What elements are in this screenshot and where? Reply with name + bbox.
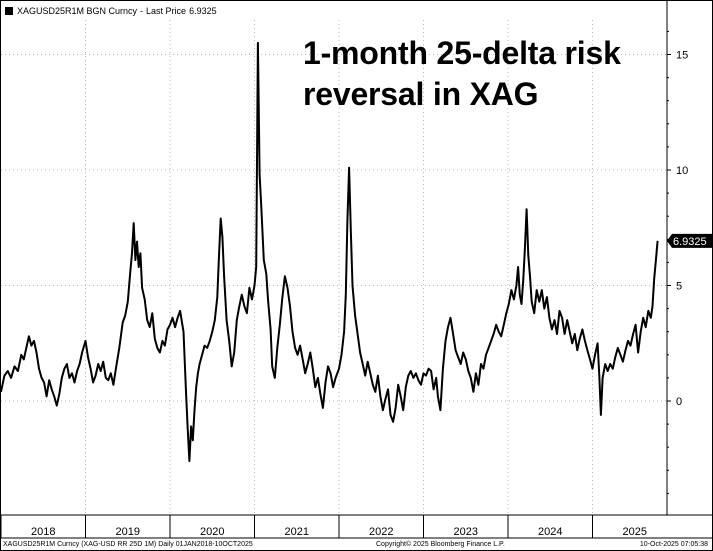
x-tick-label: 2021 (285, 526, 309, 538)
axis-layer: 0 5 10 15 2018 2019 2020 2021 2022 2023 2024 2025 (0, 0, 713, 539)
last-value-tag (667, 233, 712, 248)
headline-line-1: 1-month 25-delta risk (303, 35, 621, 71)
footer-description: XAGUSD25R1M Curncy (XAG-USD RR 25D 1M) D… (3, 541, 253, 548)
y-tick-label: 10 (676, 165, 688, 177)
x-tick-label: 2018 (31, 526, 55, 538)
label-layer: 6.9325 (667, 233, 712, 248)
x-tick-label: 2022 (369, 526, 393, 538)
series-layer (0, 41, 659, 463)
x-tick-label: 2023 (454, 526, 478, 538)
legend-separator: - (140, 6, 144, 16)
series-line (0, 41, 659, 463)
headline-line-2: reversal in XAG (303, 76, 539, 112)
legend-last-price-value: 6.9325 (189, 6, 217, 16)
y-tick-label: 15 (676, 50, 688, 62)
x-tick-label: 2024 (538, 526, 562, 538)
last-value-label: 6.9325 (673, 236, 707, 248)
footer-copyright: Copyright© 2025 Bloomberg Finance L.P. (376, 541, 505, 548)
x-tick-label: 2020 (200, 526, 224, 538)
footer-timestamp: 10-Oct-2025 07:05:38 (639, 541, 708, 548)
legend-swatch-icon (5, 7, 13, 15)
chart-footer: XAGUSD25R1M Curncy (XAG-USD RR 25D 1M) D… (0, 539, 713, 551)
legend-last-price-label: Last Price (146, 6, 187, 16)
chart-headline: 1-month 25-delta risk reversal in XAG (303, 33, 621, 115)
x-tick-label: 2025 (623, 526, 647, 538)
y-tick-label: 0 (676, 396, 682, 408)
y-tick-label: 5 (676, 281, 682, 293)
chart-legend: XAGUSD25R1M BGN Curncy - Last Price 6.93… (5, 4, 217, 18)
legend-ticker: XAGUSD25R1M BGN Curncy (17, 6, 138, 16)
x-tick-label: 2019 (116, 526, 140, 538)
grid-layer (1, 20, 667, 515)
